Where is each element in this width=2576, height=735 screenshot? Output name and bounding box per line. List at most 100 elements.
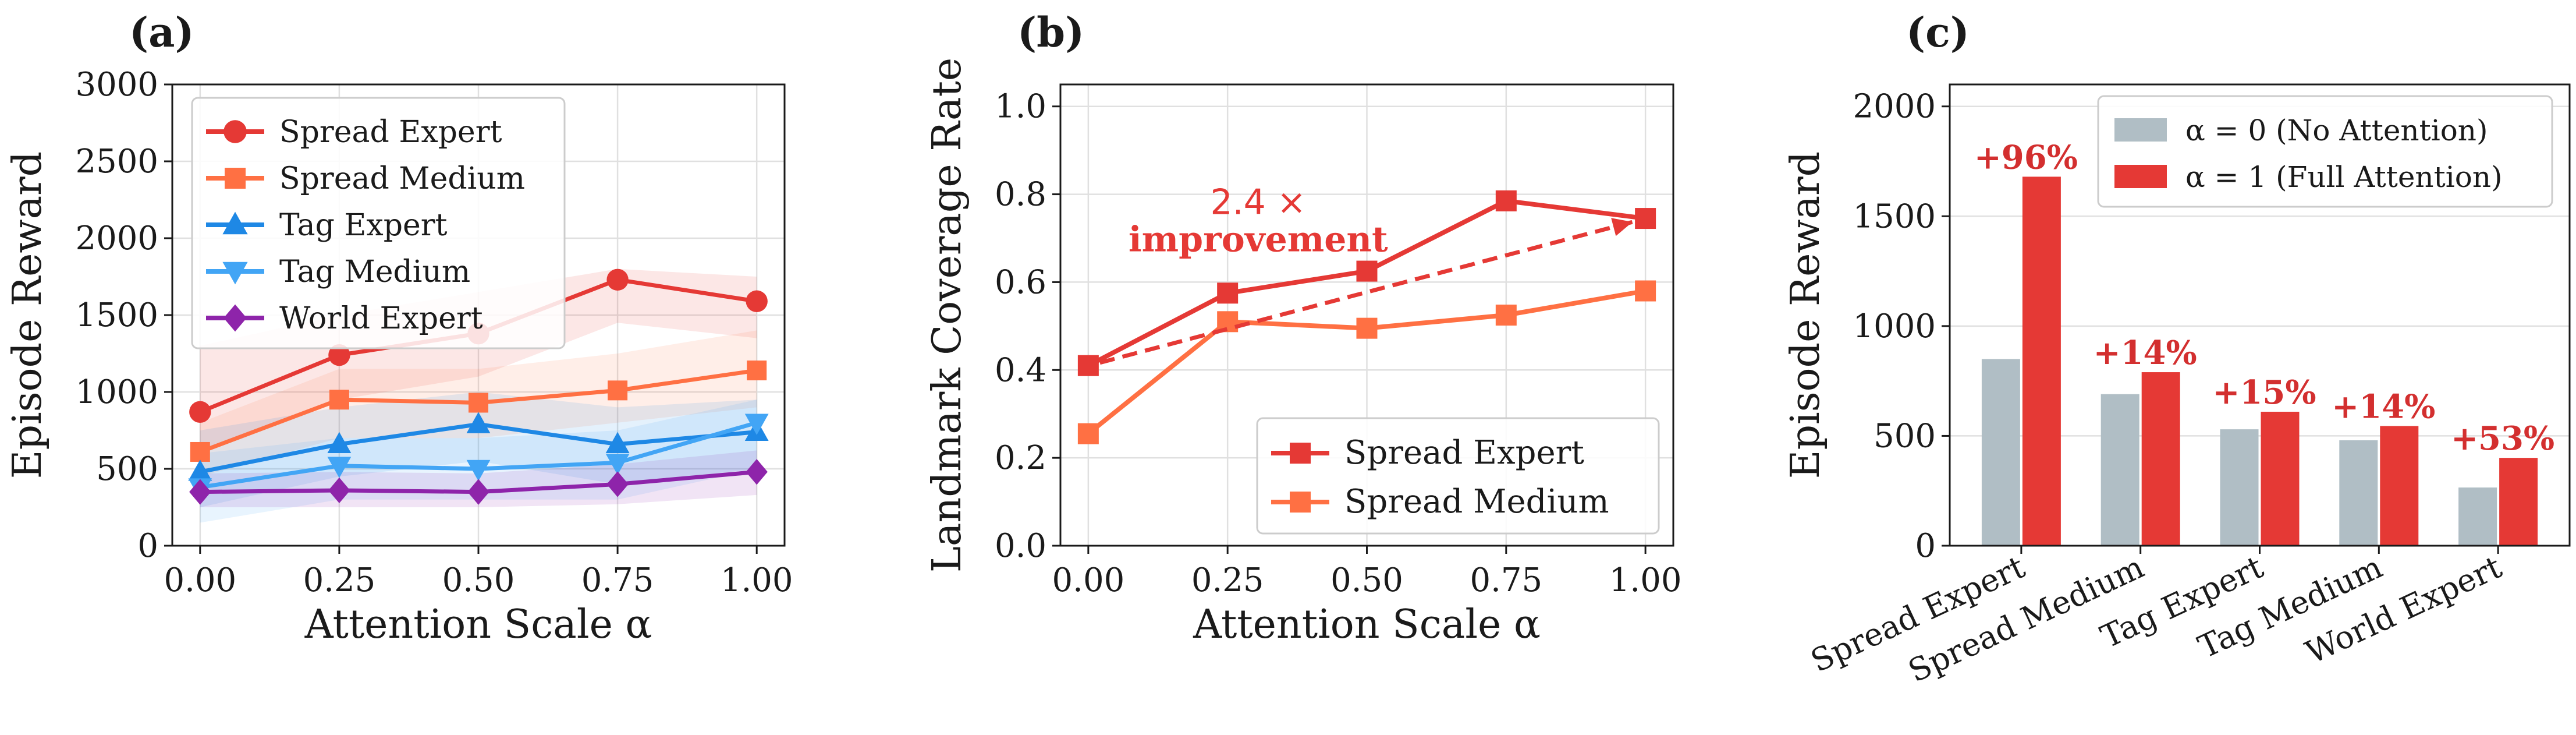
panel-a-ytick-label: 2500 [75,143,158,181]
panel-a-point-world-expert [606,471,629,497]
panel-c-bar-0-no-attention-spread-medium [2100,394,2139,546]
panel-a-point-spread-expert [328,344,350,366]
panel-b-xtick-label: 0.00 [1052,561,1125,599]
panel-a-point-spread-expert [189,401,211,423]
panel-a-ytick-label: 1500 [75,296,158,334]
panel-a-point-world-expert [189,479,211,505]
panel-a-legend-label: Spread Medium [279,161,525,196]
panel-c-ytick-label: 1500 [1853,197,1936,235]
panel-c-chart: +96%Spread Expert+14%Spread Medium+15%Ta… [1783,83,2571,690]
panel-a-label: (a) [129,8,194,56]
panel-a-point-spread-medium [747,361,767,381]
panel-c-bar-0-no-attention-tag-expert [2220,429,2259,546]
panel-b-legend-marker [1290,492,1311,513]
panel-a-legend-marker [223,120,247,143]
panel-a-legend-marker [223,304,247,332]
panel-b-ytick-label: 0.8 [995,176,1046,214]
panel-a-xlabel: Attention Scale α [304,602,652,648]
panel-b-ytick-label: 0.4 [995,351,1046,389]
panel-a-xtick-label: 1.00 [721,561,793,599]
panel-c-label: (c) [1906,8,1970,56]
panel-a-ytick-label: 2000 [75,220,158,257]
panel-a-point-tag-medium [744,414,769,435]
panel-c-ytick-label: 2000 [1853,88,1936,126]
panel-b-point-spread-expert [1495,190,1517,211]
panel-b-point-spread-medium [1217,311,1239,333]
panel-b-ylabel: Landmark Coverage Rate [924,58,970,573]
panel-b-ytick-label: 0.2 [995,439,1046,477]
panel-b-point-spread-medium [1495,305,1517,326]
panel-a-point-tag-expert [327,432,352,454]
panel-c-bar-0-no-attention-tag-medium [2339,440,2378,546]
panel-b-xlabel: Attention Scale α [1193,602,1541,648]
panel-c-pct-label: +53% [2451,419,2554,458]
panel-b-xtick-label: 0.75 [1470,561,1542,599]
panel-a-point-tag-medium [466,460,491,482]
panel-c-ytick-label: 0 [1915,527,1936,565]
panel-b-ytick-label: 0.6 [995,263,1046,301]
panel-a-point-tag-medium [327,457,352,478]
panel-c-pct-label: +14% [2332,387,2435,426]
panel-c-bar-1-full-attention-tag-medium [2380,426,2419,546]
panel-c-bar-1-full-attention-spread-expert [2022,176,2061,546]
panel-c-bar-1-full-attention-spread-medium [2141,372,2180,546]
panel-a-legend-marker [225,168,246,189]
panel-c-axes-frame [1949,83,2571,547]
panel-b-annotation-line2: improvement [1129,220,1388,260]
panel-b-legend-marker [1290,443,1311,464]
panel-c-ylabel: Episode Reward [1783,151,1829,479]
panel-a-ytick-label: 500 [96,450,158,488]
panel-b-legend-label: Spread Medium [1344,483,1609,521]
panel-b-point-spread-expert [1356,260,1378,282]
panel-c-bar-1-full-attention-world-expert [2499,458,2538,546]
panel-a-point-spread-medium [608,380,628,401]
panel-a-point-world-expert [746,459,768,485]
panel-a-point-spread-medium [329,390,349,410]
panel-a-point-tag-expert [466,412,491,433]
panel-a-point-spread-expert [746,290,768,312]
panel-c-pct-label: +14% [2094,334,2197,372]
panel-b-point-spread-expert [1635,208,1656,229]
panel-b-chart: 2.4 ×improvement 0.0 0.2 0.4 0.6 0.8 1.0 0.00 0.… [924,58,1681,648]
panel-c-ytick-label: 500 [1874,417,1936,455]
panel-a-point-spread-medium [469,393,488,413]
panel-a-xtick-label: 0.25 [303,561,376,599]
panel-b-xtick-label: 0.50 [1330,561,1403,599]
panel-c-bar-0-no-attention-spread-expert [1981,359,2020,546]
panel-c-pct-label: +15% [2212,373,2316,412]
panel-b-annotation-arrowhead [1611,218,1633,236]
panel-c-ytick-label: 1000 [1853,308,1936,345]
panel-a-legend-label: World Expert [279,301,483,336]
panel-c-legend-swatch [2114,165,2167,188]
panel-a-point-tag-expert [605,432,630,454]
panel-a-legend [191,97,566,349]
panel-b-ytick-label: 1.0 [995,88,1046,126]
panel-a-legend-marker [222,211,248,235]
panel-a-point-world-expert [467,479,489,505]
panel-b-legend [1256,417,1660,535]
panel-b-annotation-line1: 2.4 × [1210,182,1306,223]
panel-a-point-tag-medium [605,454,630,475]
panel-a-ytick-label: 3000 [75,66,158,104]
panel-b-point-spread-expert [1077,355,1099,376]
panel-c-xtick-label: World Expert [2300,549,2507,672]
panel-b-point-spread-medium [1635,280,1656,302]
panel-a-xtick-label: 0.00 [164,561,236,599]
panel-a-point-tag-expert [188,460,212,481]
panel-b-point-spread-medium [1077,423,1099,444]
panel-a-point-world-expert [328,477,350,504]
panel-a-chart: 0 500 1000 1500 2000 2500 3000 0.00 0.25 0.50 0.75… [5,66,793,648]
panel-c-legend-label: α = 0 (No Attention) [2185,114,2488,147]
panel-c-bar-1-full-attention-tag-expert [2261,411,2300,546]
panel-a-legend-label: Spread Expert [279,115,502,150]
panel-a-ytick-label: 0 [137,527,158,565]
panel-b-point-spread-expert [1217,282,1239,304]
panel-b-ytick-label: 0.0 [995,527,1046,565]
panel-a-legend-label: Tag Expert [279,208,448,243]
panel-a-xtick-label: 0.50 [442,561,515,599]
panel-a-point-spread-medium [190,441,210,462]
panel-a-band-spread-expert [200,268,757,454]
panel-b-xtick-label: 0.25 [1191,561,1264,599]
panel-a-legend-label: Tag Medium [279,255,470,289]
panel-a-xtick-label: 0.75 [581,561,654,599]
